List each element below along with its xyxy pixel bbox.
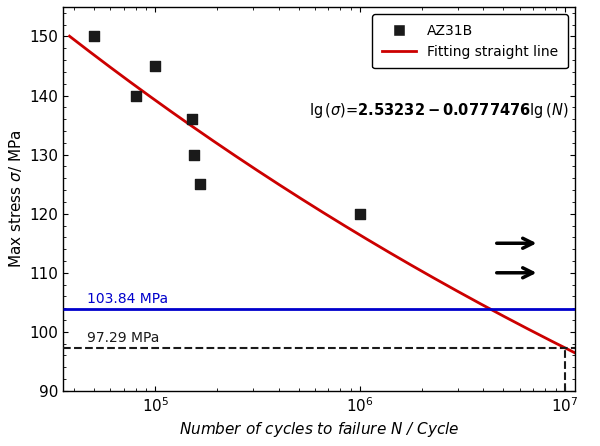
Text: 103.84 MPa: 103.84 MPa [86,292,168,306]
AZ31B [355,210,365,217]
Fitting straight line [524,326,532,331]
X-axis label: Number of cycles to failure $N$ / Cycle: Number of cycles to failure $N$ / Cycle [179,420,460,439]
Legend: AZ31B, Fitting straight line: AZ31B, Fitting straight line [372,14,568,68]
Fitting straight line [367,239,374,244]
Text: lg$\,(\sigma)$=$\mathbf{2.53232-0.0777476}$lg$\,(N)$: lg$\,(\sigma)$=$\mathbf{2.53232-0.077747… [309,101,569,120]
Fitting straight line [572,350,579,355]
Fitting straight line [376,244,383,249]
AZ31B [151,62,160,70]
AZ31B [187,116,196,123]
Y-axis label: Max stress $\sigma$/ MPa: Max stress $\sigma$/ MPa [7,130,24,268]
Text: 97.29 MPa: 97.29 MPa [86,331,159,345]
Fitting straight line [68,35,75,40]
AZ31B [195,181,205,188]
Fitting straight line [365,238,373,243]
Line: Fitting straight line: Fitting straight line [70,36,575,353]
Fitting straight line [492,309,499,314]
AZ31B [190,151,199,158]
AZ31B [89,33,98,40]
AZ31B [131,92,140,99]
Fitting straight line [66,33,73,39]
